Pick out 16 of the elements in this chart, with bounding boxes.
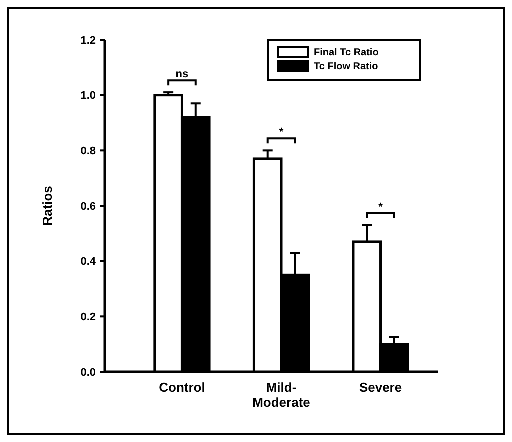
annotation: ns [176,68,189,81]
legend-label: Tc Flow Ratio [314,62,378,72]
y-tick-label: 0.6 [80,200,96,213]
y-tick-label: 0.0 [80,366,96,379]
y-tick-label: 0.2 [80,312,96,324]
y-axis-title: Ratios [40,186,55,226]
legend-label: Final Tc Ratio [314,48,379,58]
annotation: * [378,201,384,214]
x-tick-label: Mild-Moderate [252,380,310,410]
annotation: * [279,126,284,139]
y-tick-label: 1.2 [80,34,96,47]
y-tick-label: 0.8 [80,146,96,158]
x-tick-label: Severe [359,380,402,395]
y-tick-label: 0.4 [80,256,97,268]
x-tick-label: Control [159,380,206,395]
y-tick-label: 1.0 [80,90,96,102]
